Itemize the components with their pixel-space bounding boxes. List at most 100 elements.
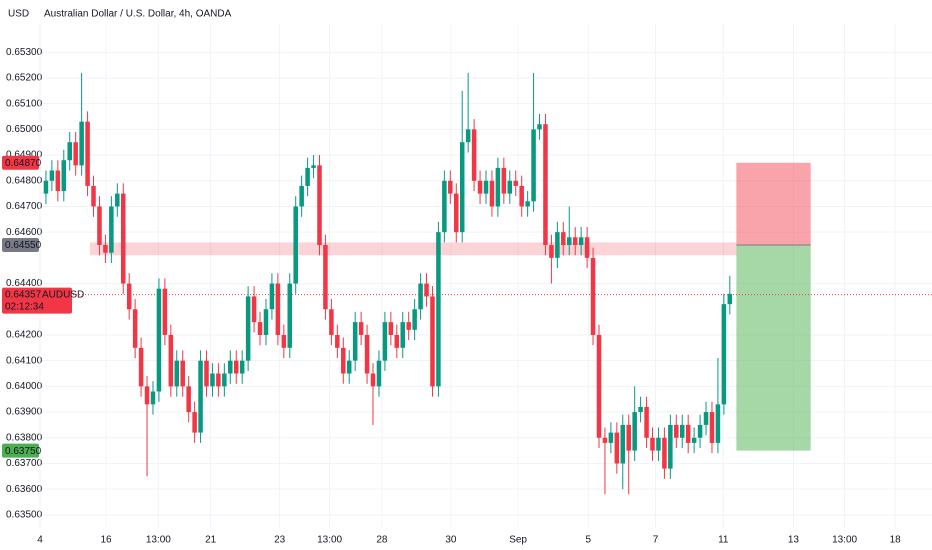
candle-body — [507, 180, 513, 194]
candle-body — [364, 334, 370, 374]
candle-body — [91, 185, 96, 207]
candle-body — [55, 170, 61, 192]
candle-body — [245, 296, 251, 361]
y-tick-label: 0.65300 — [6, 47, 43, 58]
stop-area — [736, 162, 811, 246]
candle-body — [685, 424, 691, 443]
target-label: 0.63750 — [5, 446, 42, 457]
candle-body — [150, 391, 156, 405]
candle-body — [513, 180, 518, 186]
candle-body — [679, 424, 685, 438]
candle-body — [109, 206, 114, 253]
target-area — [736, 245, 811, 451]
candle-body — [483, 180, 489, 194]
candle-body — [436, 232, 441, 387]
candle-body — [257, 322, 263, 335]
candle-body — [674, 424, 679, 438]
y-tick-label: 0.63900 — [6, 407, 43, 418]
y-tick-label: 0.64800 — [6, 175, 43, 186]
stop-label: 0.64870 — [5, 158, 42, 169]
candle-body — [263, 309, 269, 335]
candle-body — [299, 185, 304, 207]
candle-body — [144, 386, 150, 405]
candle-body — [495, 167, 501, 207]
candle-body — [543, 124, 548, 246]
y-tick-label: 0.64200 — [6, 330, 43, 341]
candle-body — [370, 373, 376, 387]
candle-body — [590, 257, 596, 335]
candle-body — [43, 180, 49, 194]
candle-body — [477, 180, 483, 194]
candle-body — [186, 386, 191, 413]
candle-body — [49, 170, 55, 181]
candle-body — [115, 193, 120, 207]
candle-body — [537, 124, 542, 130]
candle-body — [388, 322, 394, 335]
candle-body — [489, 180, 495, 207]
candle-body — [293, 206, 298, 284]
candle-body — [222, 373, 227, 387]
candle-body — [656, 437, 661, 451]
candle-body — [329, 309, 334, 335]
y-tick-label: 0.64600 — [6, 227, 43, 238]
candle-body — [525, 201, 530, 207]
candle-body — [400, 322, 406, 348]
candle-body — [382, 322, 388, 361]
y-tick-label: 0.65200 — [6, 73, 43, 84]
x-tick-label: 5 — [586, 535, 592, 546]
candle-body — [471, 129, 477, 181]
candle-body — [608, 432, 614, 443]
candle-body — [180, 360, 185, 387]
candle-body — [691, 437, 697, 443]
candle-body — [97, 206, 102, 246]
candle-body — [275, 283, 281, 335]
x-tick-label: 16 — [100, 535, 112, 546]
candle-body — [459, 142, 465, 233]
candle-body — [103, 245, 108, 253]
x-tick-label: 13:00 — [317, 535, 342, 546]
candle-body — [549, 245, 554, 258]
candle-body — [638, 406, 643, 413]
x-tick-label: 13:00 — [832, 535, 857, 546]
candle-body — [358, 322, 364, 335]
x-tick-label: 4 — [37, 535, 43, 546]
candle-body — [198, 360, 203, 433]
candle-body — [584, 237, 590, 258]
candle-body — [448, 180, 453, 194]
x-tick-label: Sep — [509, 535, 527, 546]
y-tick-label: 0.63600 — [6, 484, 43, 495]
stop-label-box — [2, 155, 39, 170]
candle-body — [394, 334, 400, 348]
candle-body — [650, 437, 655, 451]
candle-body — [454, 193, 459, 233]
last-price-box — [2, 287, 72, 314]
candle-body — [156, 288, 162, 392]
entry-label: 0.64550 — [5, 240, 42, 251]
candle-body — [721, 304, 727, 405]
zone — [89, 242, 737, 256]
candle-body — [192, 412, 197, 433]
candle-body — [555, 232, 560, 258]
y-tick-label: 0.65100 — [6, 98, 43, 109]
candle-body — [703, 412, 709, 425]
target-label-box — [2, 443, 39, 458]
y-tick-label: 0.65000 — [6, 124, 43, 135]
candle-body — [311, 165, 316, 168]
candle-body — [233, 360, 239, 374]
candle-body — [216, 373, 221, 387]
y-tick-label: 0.64400 — [6, 278, 43, 289]
x-tick-label: 28 — [376, 535, 388, 546]
y-tick-label: 0.64900 — [6, 150, 43, 161]
candle-body — [596, 334, 602, 438]
candle-body — [204, 360, 209, 387]
x-tick-label: 23 — [274, 535, 286, 546]
y-tick-label: 0.63500 — [6, 510, 43, 521]
candle-body — [346, 360, 352, 374]
candle-body — [61, 160, 67, 192]
x-tick-label: 7 — [653, 535, 659, 546]
candle-body — [412, 309, 417, 330]
candle-body — [715, 404, 721, 443]
candle-body — [341, 347, 346, 374]
candle-body — [120, 193, 126, 284]
y-tick-label: 0.64700 — [6, 201, 43, 212]
